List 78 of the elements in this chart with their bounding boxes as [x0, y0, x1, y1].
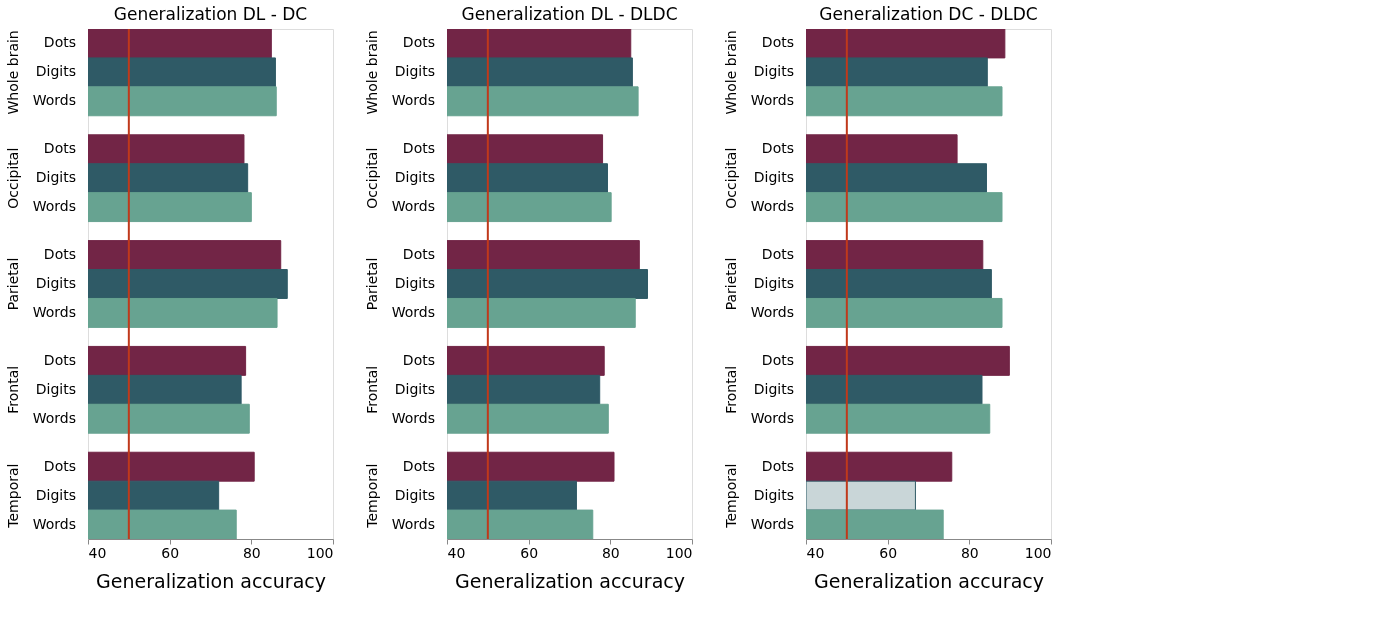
text: Words: [750, 198, 794, 215]
series-label: Words: [32, 92, 76, 109]
text: Words: [391, 303, 435, 320]
text: Digits: [35, 380, 76, 397]
x-axis-title: Generalization accuracy: [814, 569, 1044, 592]
text: Dots: [761, 140, 794, 157]
y-tick-label: Temporal: [363, 463, 380, 529]
x-tick-label: 80: [960, 544, 979, 561]
text: Dots: [43, 457, 76, 474]
y-tick-label: Occipital: [722, 147, 739, 209]
x-tick-label: 60: [879, 544, 898, 561]
series-label: Digits: [35, 63, 76, 80]
y-tick-label: Occipital: [363, 147, 380, 209]
x-tick-label: 100: [306, 544, 334, 561]
series-label: Digits: [394, 63, 435, 80]
y-tick-label: Temporal: [4, 463, 21, 529]
y-tick-label: Whole brain: [363, 30, 380, 115]
text: Digits: [35, 486, 76, 503]
series-label: Words: [750, 92, 794, 109]
text: Words: [32, 198, 76, 215]
text: Dots: [43, 246, 76, 263]
text: Words: [750, 303, 794, 320]
y-tick-label: Occipital: [4, 147, 21, 209]
text: Dots: [761, 351, 794, 368]
chart-title: Generalization DL - DLDC: [461, 4, 678, 24]
x-tick-label: 80: [242, 544, 261, 561]
y-tick-label: Whole brain: [722, 30, 739, 115]
y-tick-label: Frontal: [4, 365, 21, 414]
text: Words: [391, 198, 435, 215]
x-axis-title: Generalization accuracy: [455, 569, 685, 592]
text: Words: [32, 409, 76, 426]
x-tick-label: 100: [1024, 544, 1052, 561]
y-tick-label: Frontal: [363, 365, 380, 414]
series-label: Words: [391, 92, 435, 109]
text: Digits: [753, 275, 794, 291]
text: Dots: [402, 457, 435, 474]
series-label: Digits: [753, 63, 794, 80]
text: Words: [32, 515, 76, 532]
text: Digits: [394, 486, 435, 503]
x-tick-label: 40: [88, 544, 107, 561]
text: Dots: [402, 351, 435, 368]
text: Dots: [761, 457, 794, 474]
text: Words: [391, 409, 435, 426]
text: Dots: [761, 246, 794, 263]
series-label: Dots: [761, 34, 794, 51]
y-tick-label: Frontal: [722, 365, 739, 414]
text: Digits: [394, 169, 435, 186]
y-tick-label: Parietal: [4, 257, 21, 311]
y-tick-label: Temporal: [722, 463, 739, 529]
text: Digits: [753, 380, 794, 397]
text: Words: [750, 409, 794, 426]
y-tick-label: Parietal: [722, 257, 739, 311]
text: Dots: [402, 246, 435, 263]
x-axis-title: Generalization accuracy: [96, 569, 326, 592]
text: Words: [750, 515, 794, 532]
series-label: Dots: [402, 34, 435, 51]
text: Digits: [394, 275, 435, 291]
x-tick-label: 80: [601, 544, 620, 561]
text: Words: [32, 303, 76, 320]
text: Digits: [753, 486, 794, 503]
chart-title: Generalization DC - DLDC: [819, 4, 1038, 24]
text: Dots: [402, 140, 435, 157]
series-label: Dots: [43, 34, 76, 51]
text: Digits: [35, 169, 76, 186]
text: Words: [391, 515, 435, 532]
x-tick-label: 60: [520, 544, 539, 561]
x-tick-label: 40: [806, 544, 825, 561]
text: Dots: [43, 140, 76, 157]
x-tick-label: 40: [447, 544, 466, 561]
x-tick-label: 100: [665, 544, 693, 561]
text: Digits: [753, 169, 794, 186]
text: Digits: [35, 275, 76, 291]
text: Digits: [394, 380, 435, 397]
x-tick-label: 60: [161, 544, 180, 561]
y-tick-label: Whole brain: [4, 30, 21, 115]
chart-title: Generalization DL - DC: [113, 4, 308, 24]
text: Dots: [43, 351, 76, 368]
y-tick-label: Parietal: [363, 257, 380, 311]
